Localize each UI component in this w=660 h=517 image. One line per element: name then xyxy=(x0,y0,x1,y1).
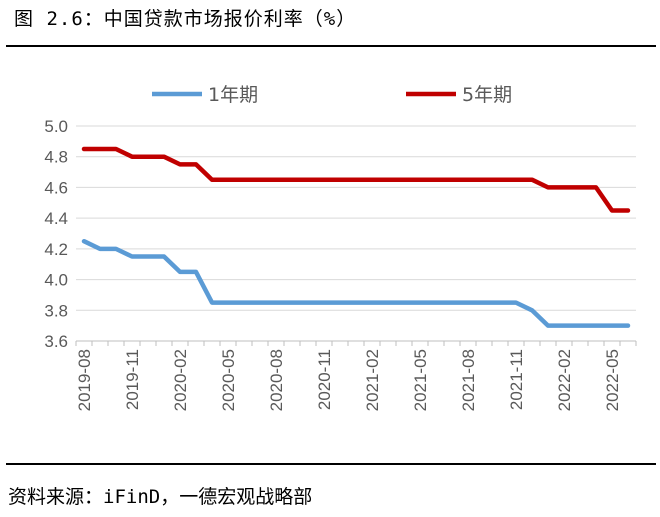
axes xyxy=(75,340,637,346)
x-tick-label: 2021-11 xyxy=(507,349,526,410)
y-tick-label: 3.8 xyxy=(44,301,68,320)
legend: 1年期 5年期 xyxy=(152,84,512,106)
y-axis-ticks: 3.6 3.8 4.0 4.2 4.4 4.6 4.8 5.0 xyxy=(44,117,68,351)
x-tick-label: 2020-08 xyxy=(267,349,286,411)
legend-label-1: 1年期 xyxy=(208,84,258,106)
x-tick-label: 2022-05 xyxy=(603,349,622,411)
y-tick-label: 5.0 xyxy=(44,117,68,136)
x-tick-label: 2022-02 xyxy=(555,349,574,411)
bottom-divider xyxy=(6,463,656,465)
x-tick-label: 2019-08 xyxy=(75,349,94,411)
y-tick-label: 4.8 xyxy=(44,148,68,167)
top-divider xyxy=(6,45,656,47)
y-tick-label: 3.6 xyxy=(44,332,68,351)
y-tick-label: 4.2 xyxy=(44,240,68,259)
x-tick-label: 2019-11 xyxy=(123,349,142,410)
series-line-1 xyxy=(81,238,631,328)
x-tick-label: 2021-05 xyxy=(411,349,430,411)
x-tick-label: 2021-08 xyxy=(459,349,478,411)
y-tick-label: 4.4 xyxy=(44,209,68,228)
y-tick-label: 4.0 xyxy=(44,271,68,290)
legend-label-2: 5年期 xyxy=(462,84,512,106)
x-tick-label: 2020-11 xyxy=(315,349,334,410)
x-tick-label: 2020-05 xyxy=(219,349,238,411)
gridlines xyxy=(76,125,636,311)
series-line-2 xyxy=(81,146,631,213)
figure-title: 图 2.6：中国贷款市场报价利率（%） xyxy=(14,8,357,30)
x-tick-label: 2020-02 xyxy=(171,349,190,411)
x-tick-label: 2021-02 xyxy=(363,349,382,411)
y-tick-label: 4.6 xyxy=(44,178,68,197)
x-axis-ticks: 2019-08 2019-11 2020-02 2020-05 2020-08 2020-… xyxy=(75,349,622,411)
series-lines xyxy=(81,146,631,328)
source-note: 资料来源：iFinD，一德宏观战略部 xyxy=(8,486,313,508)
